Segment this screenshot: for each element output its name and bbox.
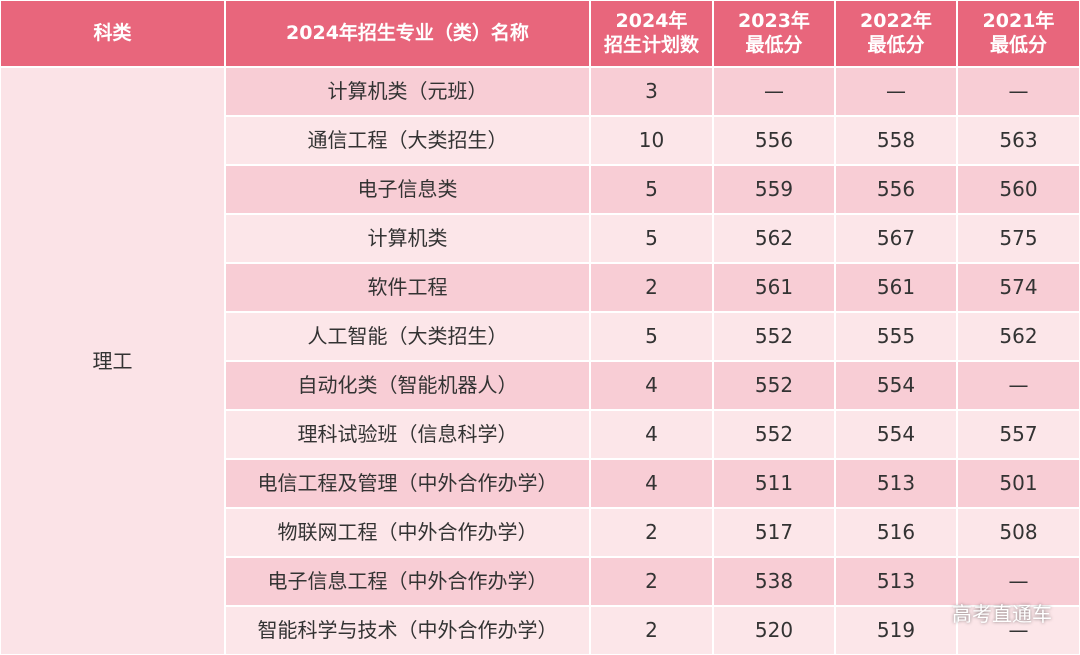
table-cell: 自动化类（智能机器人） xyxy=(225,361,590,410)
table-cell: 2 xyxy=(590,557,713,606)
table-cell: 4 xyxy=(590,361,713,410)
table-cell: 4 xyxy=(590,410,713,459)
table-cell: 511 xyxy=(713,459,835,508)
table-cell: 软件工程 xyxy=(225,263,590,312)
header-line: 最低分 xyxy=(745,33,803,56)
category-cell: 理工 xyxy=(0,67,225,655)
table-cell: 538 xyxy=(713,557,835,606)
table-cell: 561 xyxy=(835,263,957,312)
table-cell: 3 xyxy=(590,67,713,116)
table-cell: — xyxy=(713,67,835,116)
table-cell: 513 xyxy=(835,459,957,508)
table-cell: 物联网工程（中外合作办学） xyxy=(225,508,590,557)
table-cell: 562 xyxy=(713,214,835,263)
table-cell: 5 xyxy=(590,214,713,263)
header-cell: 2024年招生专业（类）名称 xyxy=(225,0,590,67)
table-cell: 556 xyxy=(713,116,835,165)
table-cell: 4 xyxy=(590,459,713,508)
table-cell: 2 xyxy=(590,263,713,312)
table-cell: 517 xyxy=(713,508,835,557)
table-cell: 552 xyxy=(713,312,835,361)
table-cell: 559 xyxy=(713,165,835,214)
table-cell: 557 xyxy=(957,410,1080,459)
table-cell: 520 xyxy=(713,606,835,655)
header-line: 最低分 xyxy=(989,33,1047,56)
header-cell: 科类 xyxy=(0,0,225,67)
table-cell: 558 xyxy=(835,116,957,165)
table-cell: 电子信息工程（中外合作办学） xyxy=(225,557,590,606)
table-cell: 552 xyxy=(713,410,835,459)
table-cell: 10 xyxy=(590,116,713,165)
table-cell: 计算机类 xyxy=(225,214,590,263)
header-line: 2021年 xyxy=(982,9,1055,32)
header-cell: 2023年 最低分 xyxy=(713,0,835,67)
header-line: 2022年 xyxy=(860,9,932,32)
table-cell: 5 xyxy=(590,165,713,214)
table-cell: 通信工程（大类招生） xyxy=(225,116,590,165)
header-cell: 2021年 最低分 xyxy=(957,0,1080,67)
table-cell: 2 xyxy=(590,606,713,655)
table-cell: — xyxy=(957,557,1080,606)
header-cell: 2022年 最低分 xyxy=(835,0,957,67)
table-cell: — xyxy=(957,361,1080,410)
header-line: 最低分 xyxy=(867,33,925,56)
table-cell: 567 xyxy=(835,214,957,263)
table-cell: 电信工程及管理（中外合作办学） xyxy=(225,459,590,508)
table-cell: 501 xyxy=(957,459,1080,508)
table-cell: 516 xyxy=(835,508,957,557)
table-cell: 561 xyxy=(713,263,835,312)
header-line: 2023年 xyxy=(738,9,810,32)
header-line: 招生计划数 xyxy=(603,33,699,56)
table-cell: 513 xyxy=(835,557,957,606)
table-cell: — xyxy=(835,67,957,116)
table-cell: 508 xyxy=(957,508,1080,557)
table-cell: 562 xyxy=(957,312,1080,361)
table-cell: 563 xyxy=(957,116,1080,165)
table-cell: 554 xyxy=(835,410,957,459)
table-cell: 519 xyxy=(835,606,957,655)
table-cell: 电子信息类 xyxy=(225,165,590,214)
table-cell: 554 xyxy=(835,361,957,410)
watermark: 高考直通车 xyxy=(952,602,1052,626)
table-cell: 560 xyxy=(957,165,1080,214)
table-cell: 5 xyxy=(590,312,713,361)
table-cell: 人工智能（大类招生） xyxy=(225,312,590,361)
table-cell: 计算机类（元班） xyxy=(225,67,590,116)
header-cell: 2024年 招生计划数 xyxy=(590,0,713,67)
table-cell: 552 xyxy=(713,361,835,410)
table-cell: 575 xyxy=(957,214,1080,263)
table-cell: 555 xyxy=(835,312,957,361)
table-cell: 574 xyxy=(957,263,1080,312)
header-line: 2024年 xyxy=(615,9,688,32)
table-cell: 556 xyxy=(835,165,957,214)
table-cell: — xyxy=(957,67,1080,116)
table-cell: 理科试验班（信息科学） xyxy=(225,410,590,459)
table-cell: 智能科学与技术（中外合作办学） xyxy=(225,606,590,655)
table-cell: 2 xyxy=(590,508,713,557)
